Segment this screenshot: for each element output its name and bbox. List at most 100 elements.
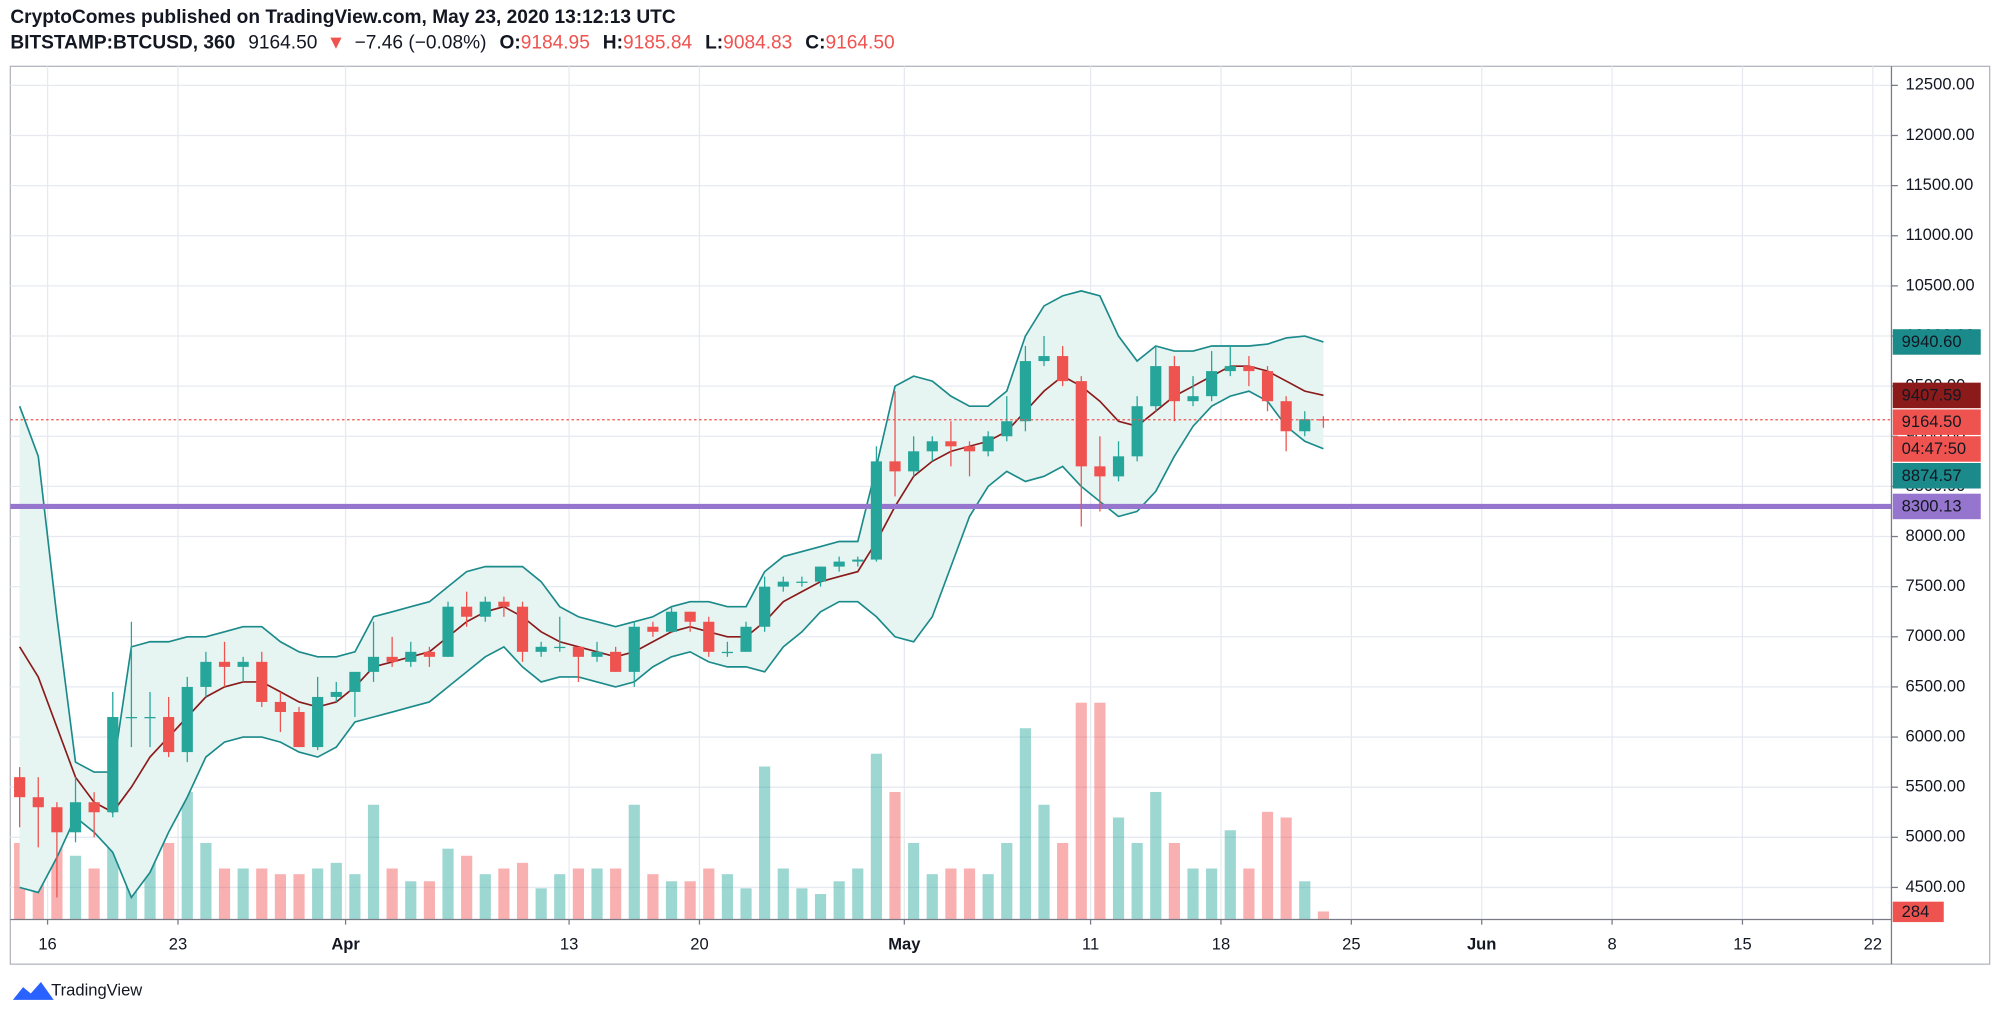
volume-bar bbox=[312, 868, 324, 920]
volume-bar bbox=[274, 874, 286, 920]
candle-body bbox=[200, 661, 212, 687]
volume-bar bbox=[982, 874, 994, 920]
candle-body bbox=[1261, 371, 1274, 402]
price-label: 9940.60 bbox=[1902, 332, 1962, 351]
candle-body bbox=[1075, 381, 1087, 467]
candle-body bbox=[14, 777, 26, 798]
volume-bar bbox=[1280, 817, 1292, 920]
volume-bar bbox=[777, 868, 789, 920]
candle-body bbox=[293, 711, 305, 748]
logo: TradingView bbox=[12, 980, 142, 1000]
candle-body bbox=[330, 691, 342, 697]
volume-bar bbox=[870, 753, 882, 920]
candle-body bbox=[498, 601, 510, 607]
candle-body bbox=[908, 451, 920, 472]
volume-bar bbox=[1019, 728, 1031, 920]
volume-bar bbox=[665, 881, 678, 920]
volume-bar bbox=[945, 868, 957, 920]
volume-bar bbox=[256, 868, 268, 920]
candle-body bbox=[312, 696, 324, 748]
candle-body bbox=[1187, 396, 1199, 402]
candle-body bbox=[32, 797, 44, 808]
candle-body bbox=[1094, 466, 1106, 477]
x-tick-label: 16 bbox=[38, 934, 56, 953]
candle-body bbox=[69, 802, 82, 833]
x-tick-label: 8 bbox=[1607, 934, 1616, 953]
volume-bar bbox=[1075, 702, 1087, 920]
y-tick-label: 4500.00 bbox=[1905, 877, 1965, 896]
candle-body bbox=[572, 646, 584, 657]
volume-bar bbox=[69, 855, 82, 920]
volume-bar bbox=[721, 874, 733, 920]
candle-body bbox=[218, 661, 231, 667]
candle-body bbox=[814, 566, 827, 582]
volume-bar bbox=[1206, 868, 1218, 920]
candle-body bbox=[479, 601, 491, 617]
volume-label: 284 bbox=[1902, 902, 1930, 921]
candle-body bbox=[852, 559, 864, 562]
candle-body bbox=[610, 651, 622, 672]
x-tick-label: Apr bbox=[331, 934, 360, 953]
logo-icon bbox=[12, 982, 54, 1000]
candle-body bbox=[703, 621, 715, 652]
volume-bar bbox=[498, 868, 510, 920]
volume-bar bbox=[1317, 911, 1329, 920]
volume-bar bbox=[684, 881, 696, 920]
candle-body bbox=[1168, 366, 1180, 402]
candle-body bbox=[796, 581, 808, 583]
candle-body bbox=[423, 651, 435, 657]
bollinger-bands bbox=[10, 290, 1892, 900]
volume-bar bbox=[554, 874, 566, 920]
candle-body bbox=[88, 802, 100, 813]
candle-body bbox=[367, 656, 380, 672]
volume-bar bbox=[1112, 817, 1125, 920]
volume-bar bbox=[237, 868, 249, 920]
candle-body bbox=[163, 716, 175, 753]
grid bbox=[9, 65, 1991, 965]
volume-bar bbox=[759, 766, 771, 920]
axes: 4500.00 5000.00 5500.00 6000.00 6500.00 7000.… bbox=[10, 66, 1981, 965]
ohlc-value: 9084.83 bbox=[723, 32, 792, 53]
candle-body bbox=[1112, 456, 1125, 477]
ohlc-label: C: bbox=[805, 32, 825, 53]
volume-bar bbox=[293, 874, 305, 920]
candle-body bbox=[274, 701, 286, 712]
volume-label-box bbox=[1892, 901, 1944, 923]
plot-frame bbox=[9, 65, 1991, 965]
volume-bar bbox=[852, 868, 864, 920]
candle-body bbox=[51, 807, 63, 833]
candle-body bbox=[684, 611, 696, 622]
x-tick-label: 18 bbox=[1212, 934, 1230, 953]
candle-body bbox=[647, 626, 659, 632]
volume-bar bbox=[628, 804, 640, 920]
y-tick-label: 8000.00 bbox=[1905, 526, 1965, 545]
volume-bar bbox=[1150, 791, 1162, 920]
candle-body bbox=[144, 716, 156, 719]
candle-body bbox=[1057, 356, 1069, 382]
candle-body bbox=[1206, 371, 1218, 397]
volume-bar bbox=[740, 888, 752, 920]
volume-bar bbox=[889, 791, 901, 920]
candle-body bbox=[1038, 356, 1050, 362]
volume-bar bbox=[591, 868, 603, 920]
volume-bar bbox=[107, 804, 119, 920]
level-label: 8300.13 bbox=[1902, 496, 1962, 515]
candle-body bbox=[1224, 366, 1236, 372]
header-title: CryptoComes published on TradingView.com… bbox=[10, 7, 676, 28]
candle-body bbox=[740, 626, 752, 652]
volume-bar bbox=[218, 868, 231, 920]
y-tick-label: 11500.00 bbox=[1905, 175, 1973, 194]
volume-bar bbox=[610, 868, 622, 920]
y-tick-label: 12500.00 bbox=[1905, 75, 1974, 94]
candle-body bbox=[777, 581, 789, 587]
y-tick-label: 5500.00 bbox=[1905, 777, 1965, 796]
volume-bar bbox=[442, 848, 454, 920]
candle-body bbox=[256, 661, 268, 702]
y-tick-label: 7000.00 bbox=[1905, 626, 1965, 645]
price-label-box bbox=[1892, 409, 1981, 435]
volume-bar bbox=[88, 868, 100, 920]
volume-bar bbox=[908, 843, 920, 920]
y-tick-label: 6000.00 bbox=[1905, 726, 1965, 745]
candle-body bbox=[889, 461, 901, 472]
